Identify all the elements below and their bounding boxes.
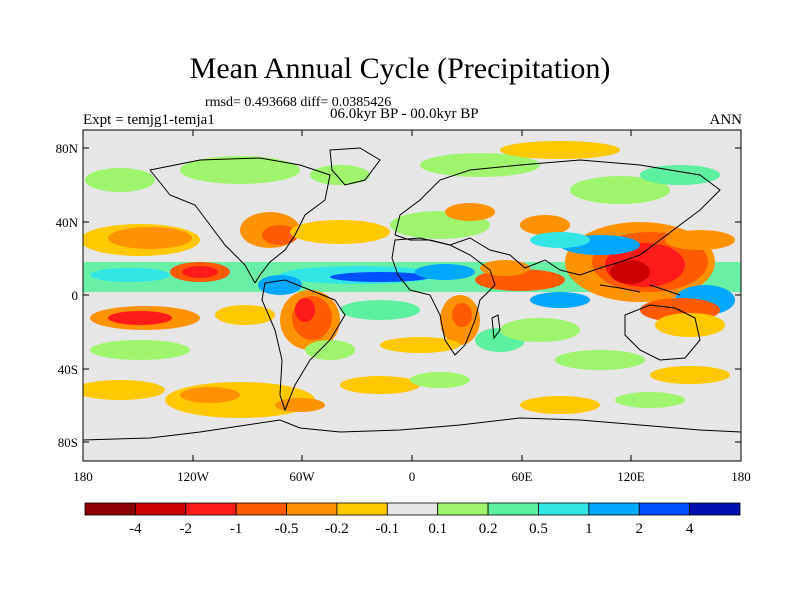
colorbar-label: -0.2 xyxy=(325,521,349,537)
colorbar-swatch xyxy=(235,502,287,516)
colorbar-swatch xyxy=(134,502,187,516)
longitude-labels: 180 120W 60W 0 60E 120E 180 xyxy=(73,469,751,484)
latitude-labels: 80N 40N 0 40S 80S xyxy=(56,141,79,450)
colorbar-swatch xyxy=(638,502,691,516)
colorbar: -4 -2 -1 -0.5 -0.2 -0.1 0.1 0.2 0.5 1 2 4 xyxy=(84,502,741,537)
rmsd-diff-stats: rmsd= 0.493668 diff= 0.0385426 xyxy=(205,95,392,110)
colorbar-swatch xyxy=(487,502,539,516)
colorbar-label: 4 xyxy=(686,521,694,537)
colorbar-swatch xyxy=(588,502,640,516)
lon-label: 60E xyxy=(512,469,533,484)
lon-label: 0 xyxy=(409,469,416,484)
colorbar-swatch xyxy=(386,502,439,516)
lon-label: 180 xyxy=(731,469,751,484)
colorbar-swatch xyxy=(538,502,590,516)
colorbar-swatch xyxy=(185,502,237,516)
coastlines xyxy=(83,147,741,441)
lon-label: 60W xyxy=(289,469,315,484)
tick-marks xyxy=(82,130,742,461)
period-label: 06.0kyr BP - 00.0kyr BP xyxy=(330,106,479,122)
lat-label: 80N xyxy=(56,141,79,156)
colorbar-label: -0.5 xyxy=(275,521,299,537)
lon-label: 120W xyxy=(177,469,210,484)
lat-label: 40S xyxy=(58,362,78,377)
anomaly-fields xyxy=(83,141,741,418)
colorbar-swatch xyxy=(689,502,741,516)
colorbar-label: -0.1 xyxy=(375,521,399,537)
colorbar-label: -2 xyxy=(180,521,193,537)
colorbar-swatch xyxy=(286,502,338,516)
experiment-label: Expt = temjg1-temja1 xyxy=(83,112,215,128)
colorbar-label: 1 xyxy=(585,521,593,537)
colorbar-label: 2 xyxy=(635,521,643,537)
colorbar-swatch xyxy=(437,502,489,516)
season-label: ANN xyxy=(709,112,743,128)
map-title: Mean Annual Cycle (Precipitation) xyxy=(189,52,611,85)
lon-label: 120E xyxy=(617,469,645,484)
lat-label: 0 xyxy=(72,288,79,303)
lon-label: 180 xyxy=(73,469,93,484)
lat-label: 40N xyxy=(56,215,79,230)
colorbar-label: -1 xyxy=(230,521,243,537)
colorbar-swatch xyxy=(84,502,136,516)
colorbar-label: 0.5 xyxy=(529,521,548,537)
colorbar-swatch xyxy=(336,502,388,516)
colorbar-label: -4 xyxy=(129,521,142,537)
colorbar-label: 0.1 xyxy=(428,521,447,537)
lat-label: 80S xyxy=(58,435,78,450)
colorbar-label: 0.2 xyxy=(479,521,498,537)
